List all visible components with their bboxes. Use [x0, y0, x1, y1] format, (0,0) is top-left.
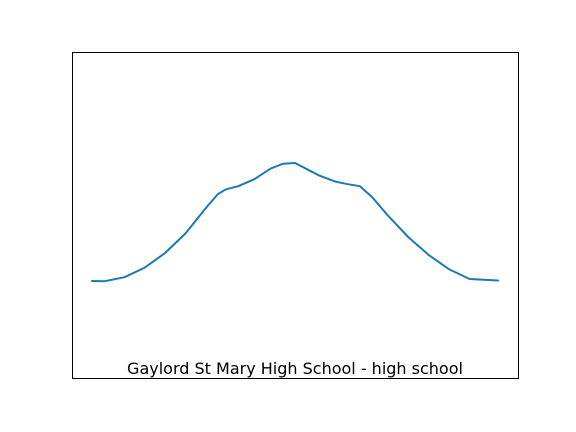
- plot-area-frame: [72, 52, 519, 379]
- chart-title: Gaylord St Mary High School - high schoo…: [127, 359, 463, 378]
- series-layer: [91, 162, 499, 283]
- series-line-0: [91, 162, 499, 283]
